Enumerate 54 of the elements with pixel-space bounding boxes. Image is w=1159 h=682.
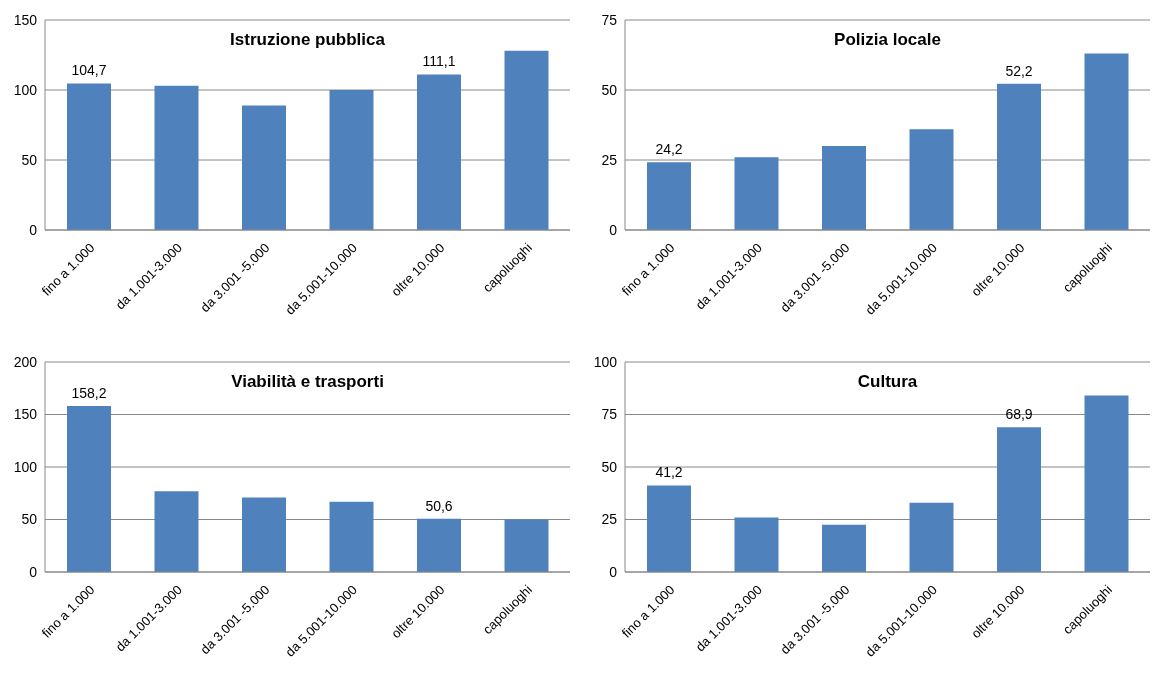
data-label: 158,2 — [71, 384, 107, 401]
bar — [154, 491, 199, 572]
y-tick-label: 0 — [609, 221, 618, 238]
y-tick-label: 75 — [601, 11, 618, 28]
y-tick-label: 75 — [601, 406, 618, 423]
y-tick-label: 100 — [13, 458, 38, 475]
data-label: 111,1 — [422, 53, 456, 70]
bar — [647, 162, 691, 230]
data-label: 104,7 — [71, 62, 107, 79]
bar — [417, 518, 461, 572]
text: Viabilità e trasporti — [231, 372, 384, 391]
bar — [417, 74, 461, 230]
bar — [909, 129, 954, 230]
bar — [504, 519, 549, 572]
y-tick-label: 25 — [601, 511, 618, 528]
bar — [154, 85, 199, 230]
bar — [997, 83, 1041, 230]
bar — [67, 83, 111, 230]
bar — [734, 517, 779, 572]
y-tick-label: 200 — [13, 353, 38, 370]
bar — [329, 90, 374, 230]
bar — [504, 50, 549, 230]
y-tick-label: 50 — [601, 81, 618, 98]
data-label: 24,2 — [655, 141, 683, 158]
bar — [242, 497, 286, 572]
bar — [1084, 53, 1129, 230]
y-tick-label: 100 — [13, 81, 38, 98]
y-tick-label: 150 — [13, 406, 38, 423]
y-tick-label: 0 — [609, 563, 618, 580]
text: Cultura — [856, 372, 919, 392]
y-tick-label: 25 — [601, 151, 618, 168]
data-label: 50,6 — [425, 497, 453, 514]
data-label: 52,2 — [1005, 62, 1033, 79]
y-tick-label: 0 — [29, 221, 38, 238]
bar — [242, 105, 286, 230]
bar — [329, 501, 374, 572]
text: Istruzione pubblica — [229, 30, 386, 50]
bar — [734, 157, 779, 230]
data-label: 41,2 — [655, 464, 683, 481]
bar — [822, 146, 866, 230]
data-label: 68,9 — [1005, 406, 1033, 423]
y-tick-label: 50 — [21, 151, 38, 168]
bar — [997, 427, 1041, 572]
bar — [67, 405, 111, 572]
y-tick-label: 50 — [601, 458, 618, 475]
text: Polizia locale — [833, 30, 942, 50]
y-tick-label: 50 — [21, 511, 38, 528]
y-tick-label: 150 — [13, 11, 38, 28]
bar — [909, 502, 954, 572]
y-tick-label: 0 — [29, 563, 38, 580]
bar — [822, 524, 866, 572]
y-tick-label: 100 — [593, 353, 618, 370]
bar — [1084, 395, 1129, 572]
bar — [647, 485, 691, 572]
